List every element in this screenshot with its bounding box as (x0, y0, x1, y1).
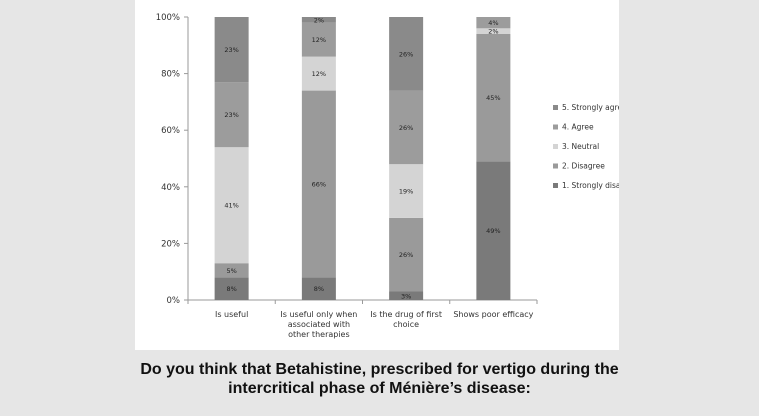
bar-segment (476, 33, 511, 162)
y-tick-label: 40% (161, 183, 180, 193)
y-tick-label: 100% (156, 13, 180, 23)
bar-segment (389, 164, 424, 218)
legend-swatch (553, 124, 558, 130)
data-label: 23% (224, 46, 238, 54)
x-category-label: choice (393, 320, 419, 329)
legend-swatch (553, 183, 558, 188)
bar-segment (214, 147, 249, 264)
data-label: 23% (224, 111, 238, 119)
y-tick-label: 60% (161, 126, 180, 136)
data-label: 12% (312, 36, 326, 44)
data-label: 8% (226, 285, 236, 293)
bar-segment (301, 17, 336, 23)
bar-segment (214, 17, 249, 83)
data-label: 66% (312, 180, 326, 188)
y-tick-label: 0% (167, 296, 181, 306)
x-category-label: Is the drug of first (370, 310, 442, 319)
data-label: 5% (226, 267, 236, 275)
x-category-label: other therapies (288, 330, 350, 339)
x-category-label: associated with (288, 320, 350, 329)
data-label: 12% (312, 70, 326, 78)
x-category-label: Is useful (215, 310, 248, 319)
data-label: 8% (314, 285, 324, 293)
x-category-label: Shows poor efficacy (453, 310, 533, 319)
legend-entry-label: 1. Strongly disagree (562, 181, 619, 190)
bar-segment (301, 277, 336, 300)
bar-segment (389, 17, 424, 91)
bar-segment (476, 28, 511, 34)
bar-segment (214, 82, 249, 148)
data-label: 49% (486, 227, 500, 235)
data-label: 2% (314, 16, 324, 24)
stacked-bar-chart: 0% 20% 40% 60% 80% 100% 8% 5% 41% 23% 23% Is useful… (156, 13, 619, 339)
data-label: 26% (399, 50, 413, 58)
y-tick-label: 20% (161, 239, 180, 249)
data-label: 2% (488, 28, 498, 36)
bar-segment (476, 17, 511, 29)
legend-swatch (553, 144, 558, 149)
bar-segment (389, 90, 424, 165)
bar-segment (301, 22, 336, 57)
data-label: 4% (488, 19, 498, 27)
legend-entry-label: 3. Neutral (562, 142, 599, 151)
bar-segment (476, 161, 511, 300)
caption-line-1: Do you think that Betahistine, prescribe… (140, 361, 619, 378)
legend-entry-label: 4. Agree (562, 123, 594, 132)
bar-segment (214, 263, 249, 278)
legend-swatch (553, 163, 558, 169)
x-category-label: Is useful only when (280, 310, 357, 319)
legend-entry-label: 5. Strongly agree (562, 103, 619, 112)
legend-entry-label: 2. Disagree (562, 162, 605, 171)
data-label: 26% (399, 251, 413, 259)
data-label: 26% (399, 124, 413, 132)
data-label: 45% (486, 94, 500, 102)
bar-segment (389, 291, 424, 300)
data-label: 19% (399, 188, 413, 196)
data-label: 41% (224, 202, 238, 210)
bar-segment (301, 90, 336, 278)
caption-line-2: intercritical phase of Ménière’s disease… (228, 380, 531, 397)
chart-card: 0% 20% 40% 60% 80% 100% 8% 5% 41% 23% 23% Is useful… (135, 0, 619, 350)
chart-caption: Do you think that Betahistine, prescribe… (0, 360, 759, 398)
data-label: 3% (401, 292, 411, 300)
y-tick-label: 80% (161, 70, 180, 80)
bar-segment (301, 56, 336, 91)
bar-segment (214, 277, 249, 300)
bar-segment (389, 217, 424, 292)
legend-swatch (553, 105, 558, 110)
